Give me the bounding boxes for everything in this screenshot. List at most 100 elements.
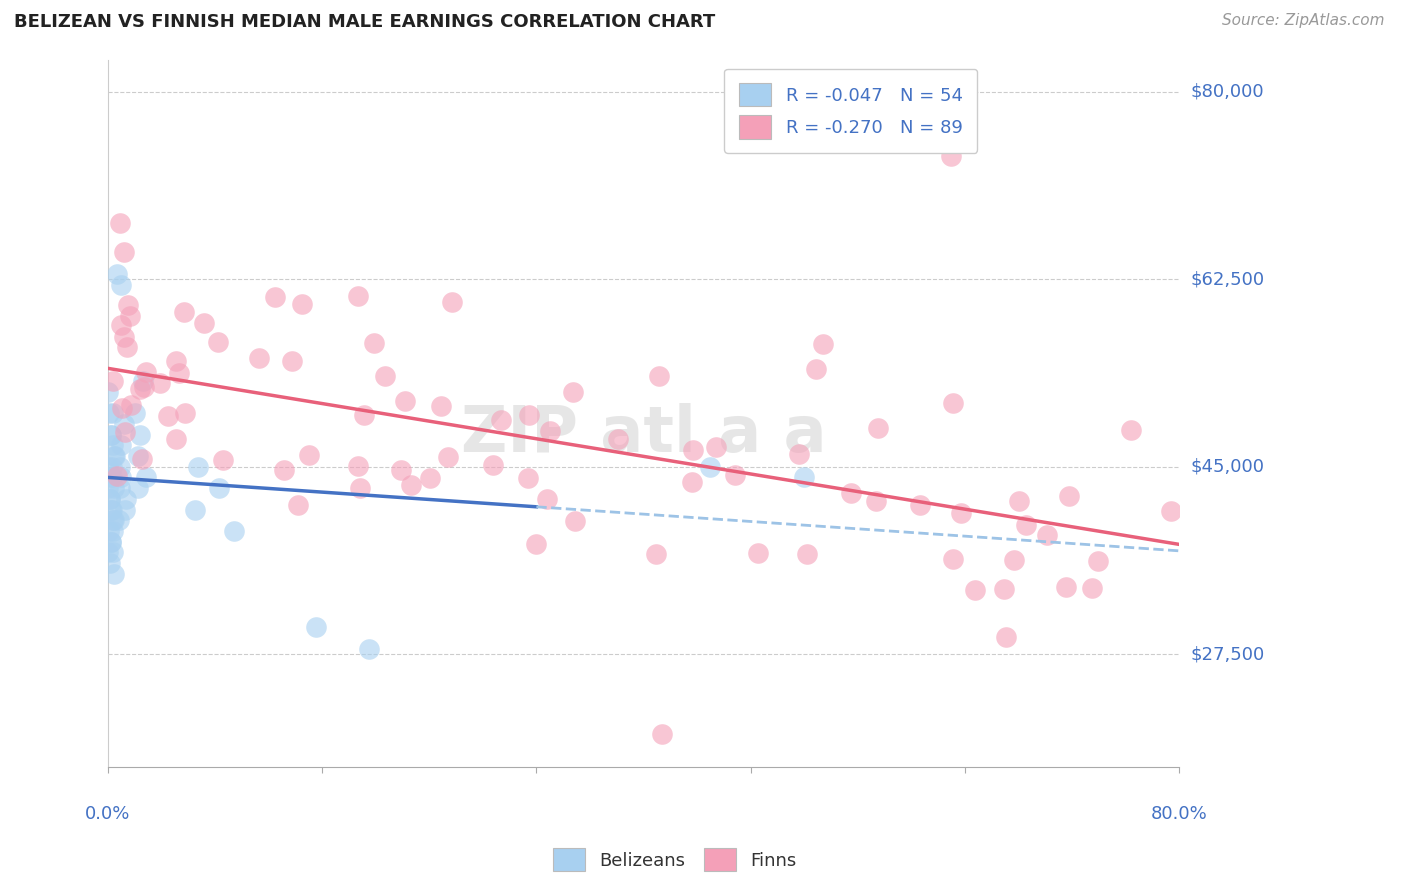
Point — [517, 409, 540, 423]
Point — [264, 290, 287, 304]
Point — [224, 524, 246, 538]
Point — [131, 452, 153, 467]
Point — [115, 491, 138, 506]
Point — [1087, 554, 1109, 568]
Point — [1035, 528, 1057, 542]
Point — [97, 384, 120, 399]
Point — [1160, 504, 1182, 518]
Point — [117, 340, 139, 354]
Point — [910, 498, 932, 512]
Point — [647, 369, 669, 384]
Point — [100, 470, 122, 484]
Point — [437, 450, 460, 464]
Point — [723, 468, 745, 483]
Point — [993, 582, 1015, 596]
Point — [100, 459, 122, 474]
Point — [796, 547, 818, 561]
Point — [1059, 490, 1081, 504]
Point — [347, 459, 370, 474]
Point — [394, 394, 416, 409]
Point — [183, 502, 205, 516]
Point — [149, 376, 172, 390]
Point — [101, 513, 124, 527]
Point — [103, 566, 125, 581]
Point — [374, 368, 396, 383]
Point — [607, 433, 630, 447]
Point — [134, 380, 156, 394]
Point — [100, 502, 122, 516]
Point — [174, 406, 197, 420]
Point — [1119, 424, 1142, 438]
Point — [866, 420, 889, 434]
Point — [304, 620, 326, 634]
Text: $45,000: $45,000 — [1191, 458, 1264, 475]
Point — [165, 354, 187, 368]
Point — [111, 401, 134, 416]
Point — [787, 447, 810, 461]
Point — [208, 481, 231, 495]
Point — [110, 216, 132, 230]
Point — [110, 470, 132, 484]
Point — [363, 336, 385, 351]
Point — [97, 545, 120, 559]
Point — [110, 438, 132, 452]
Point — [110, 318, 132, 332]
Point — [298, 448, 321, 462]
Point — [247, 351, 270, 365]
Point — [165, 432, 187, 446]
Point — [1080, 581, 1102, 595]
Point — [187, 459, 209, 474]
Point — [839, 485, 862, 500]
Point — [108, 481, 131, 495]
Point — [124, 406, 146, 420]
Point — [98, 406, 121, 420]
Point — [100, 534, 122, 549]
Point — [112, 245, 135, 260]
Point — [112, 417, 135, 431]
Point — [524, 537, 547, 551]
Point — [120, 398, 142, 412]
Point — [97, 481, 120, 495]
Point — [949, 507, 972, 521]
Point — [207, 334, 229, 349]
Point — [645, 547, 668, 561]
Point — [157, 409, 180, 423]
Point — [1008, 494, 1031, 508]
Point — [349, 481, 371, 495]
Point — [103, 513, 125, 527]
Point — [127, 481, 149, 495]
Point — [941, 149, 963, 163]
Point — [117, 298, 139, 312]
Text: ZIP atl a a: ZIP atl a a — [461, 403, 827, 466]
Text: $27,500: $27,500 — [1191, 645, 1264, 663]
Point — [103, 449, 125, 463]
Text: $80,000: $80,000 — [1191, 83, 1264, 101]
Point — [167, 366, 190, 380]
Point — [281, 354, 304, 368]
Point — [101, 470, 124, 484]
Point — [118, 309, 141, 323]
Point — [100, 502, 122, 516]
Point — [129, 382, 152, 396]
Point — [287, 498, 309, 512]
Point — [538, 424, 561, 438]
Point — [98, 556, 121, 570]
Point — [440, 295, 463, 310]
Point — [108, 459, 131, 474]
Point — [101, 374, 124, 388]
Point — [1002, 552, 1025, 566]
Point — [101, 438, 124, 452]
Point — [353, 408, 375, 422]
Point — [865, 494, 887, 508]
Point — [357, 641, 380, 656]
Point — [98, 491, 121, 506]
Point — [103, 406, 125, 420]
Point — [108, 513, 131, 527]
Point — [112, 330, 135, 344]
Point — [1015, 518, 1038, 533]
Point — [127, 449, 149, 463]
Point — [699, 459, 721, 474]
Point — [114, 425, 136, 439]
Point — [429, 399, 451, 413]
Point — [706, 440, 728, 454]
